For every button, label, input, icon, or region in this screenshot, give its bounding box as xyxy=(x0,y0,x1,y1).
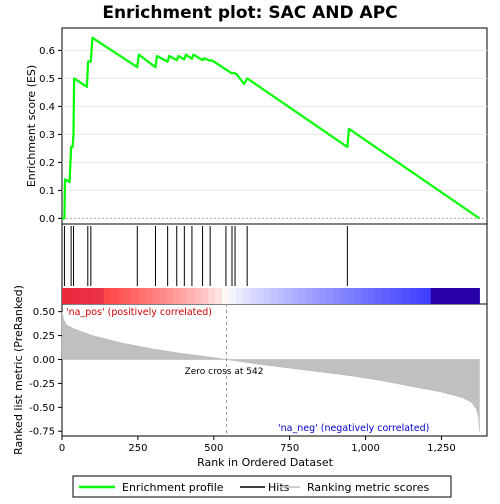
heatmap-segment xyxy=(263,288,272,304)
rank-xtick-label: 750 xyxy=(280,443,299,454)
heatmap-segment xyxy=(437,288,446,304)
heatmap-segment xyxy=(340,288,348,304)
heatmap-segment xyxy=(312,288,320,304)
rank-ytick-label: 0.25 xyxy=(33,331,55,342)
heatmap-segment xyxy=(402,288,411,304)
heatmap-segment xyxy=(326,288,334,304)
heatmap-segment xyxy=(333,288,341,304)
es-ytick-label: 0.3 xyxy=(39,130,55,141)
heatmap-segment xyxy=(284,288,293,304)
heatmap-segment xyxy=(388,288,397,304)
rank-xtick-label: 1,250 xyxy=(427,443,456,454)
heatmap-segment xyxy=(465,288,473,304)
heatmap-segment xyxy=(382,288,390,304)
heatmap-segment xyxy=(96,288,105,304)
rank-ytick-label: -0.75 xyxy=(29,427,55,438)
heatmap-segment xyxy=(235,288,244,304)
ranking-metric-area xyxy=(61,311,480,432)
heatmap-segment xyxy=(138,288,146,304)
heatmap-segment xyxy=(368,288,376,304)
rank-ytick-label: 0.50 xyxy=(33,307,55,318)
heatmap-segment xyxy=(89,288,98,304)
heatmap-segment xyxy=(451,288,460,304)
heatmap-segment xyxy=(117,288,126,304)
heatmap-segment xyxy=(215,288,223,304)
rank-ytick-label: -0.25 xyxy=(29,379,55,390)
legend-enrichment-label: Enrichment profile xyxy=(122,481,224,494)
es-ytick-label: 0.0 xyxy=(39,214,55,225)
heatmap-segment xyxy=(187,288,195,304)
heatmap-segment xyxy=(103,288,112,304)
heatmap-segment xyxy=(423,288,432,304)
heatmap-segment xyxy=(249,288,258,304)
es-panel-frame xyxy=(61,27,488,225)
es-ytick-label: 0.2 xyxy=(39,158,55,169)
heatmap-segment xyxy=(305,288,313,304)
rank-xtick-label: 0 xyxy=(59,443,65,454)
legend-ranking-label: Ranking metric scores xyxy=(307,481,429,494)
legend-hits-label: Hits xyxy=(268,481,290,494)
heatmap-segment xyxy=(75,288,84,304)
enrichment-profile-line xyxy=(62,36,481,220)
heatmap-segment xyxy=(277,288,286,304)
x-axis-label: Rank in Ordered Dataset xyxy=(197,456,334,469)
heatmap-segment xyxy=(159,288,167,304)
heatmap-segment xyxy=(82,288,91,304)
heatmap-segment xyxy=(291,288,300,304)
rank-xtick-label: 1,000 xyxy=(351,443,380,454)
zero-cross-label: Zero cross at 542 xyxy=(185,367,264,377)
heatmap-segment xyxy=(354,288,362,304)
heatmap-segment xyxy=(131,288,140,304)
heatmap-segment xyxy=(298,288,306,304)
heatmap-segment xyxy=(458,288,466,304)
heatmap-segment xyxy=(194,288,202,304)
heatmap-segment xyxy=(68,288,77,304)
chart-title: Enrichment plot: SAC AND APC xyxy=(102,3,397,23)
heatmap-segment xyxy=(256,288,265,304)
heatmap-segment xyxy=(444,288,453,304)
rank-xtick-label: 500 xyxy=(204,443,223,454)
rank-axis-label: Ranked list metric (PreRanked) xyxy=(12,285,25,455)
es-ytick-label: 0.4 xyxy=(39,102,55,113)
heatmap-segment xyxy=(416,288,425,304)
es-ytick-label: 0.1 xyxy=(39,186,55,197)
heatmap-segment xyxy=(472,288,480,304)
negative-correlation-label: 'na_neg' (negatively correlated) xyxy=(278,423,429,434)
heatmap-segment xyxy=(319,288,327,304)
positive-correlation-label: 'na_pos' (positively correlated) xyxy=(66,307,212,318)
heatmap-segment xyxy=(62,288,70,304)
heatmap-segment xyxy=(228,288,237,304)
heatmap-segment xyxy=(166,288,174,304)
heatmap-segment xyxy=(395,288,404,304)
heatmap-segment xyxy=(145,288,153,304)
heatmap-segment xyxy=(409,288,418,304)
es-axis-label: Enrichment score (ES) xyxy=(25,65,38,187)
heatmap-segment xyxy=(124,288,133,304)
rank-xtick-label: 250 xyxy=(128,443,147,454)
heatmap-segment xyxy=(173,288,181,304)
heatmap-segment xyxy=(270,288,279,304)
heatmap-segment xyxy=(375,288,383,304)
rank-ytick-label: 0.00 xyxy=(33,355,55,366)
heatmap-segment xyxy=(430,288,439,304)
heatmap-segment xyxy=(201,288,209,304)
heatmap-segment xyxy=(361,288,369,304)
heatmap-segment xyxy=(222,288,230,304)
heatmap-segment xyxy=(180,288,188,304)
rank-ytick-label: -0.50 xyxy=(29,403,55,414)
heatmap-segment xyxy=(242,288,251,304)
heatmap-segment xyxy=(347,288,355,304)
es-ytick-label: 0.6 xyxy=(39,46,55,57)
heatmap-segment xyxy=(208,288,216,304)
heatmap-segment xyxy=(110,288,119,304)
es-ytick-label: 0.5 xyxy=(39,74,55,85)
heatmap-segment xyxy=(152,288,160,304)
